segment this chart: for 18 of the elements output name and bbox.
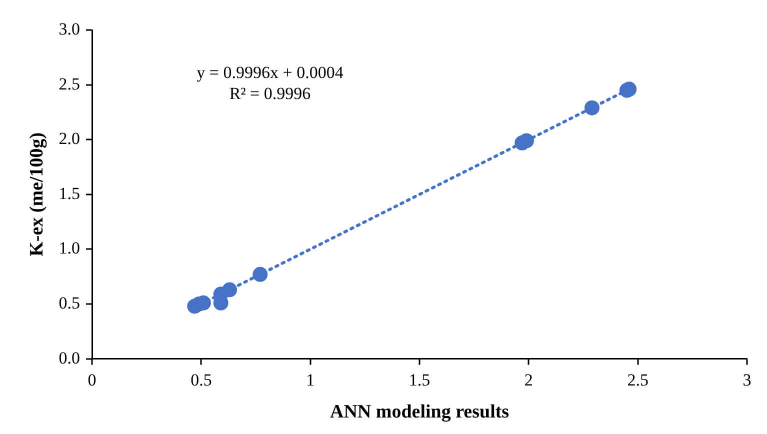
y-tick-label: 1.5 <box>58 184 80 203</box>
y-tick-label: 2.0 <box>58 129 80 148</box>
y-tick-label: 1.0 <box>58 238 80 258</box>
x-tick-label: 3 <box>742 370 752 390</box>
x-tick-label: 1.5 <box>408 370 430 390</box>
y-tick-label: 0.0 <box>58 348 80 368</box>
annotation: R² = 0.9996 <box>228 83 312 104</box>
y-tick-label: 2.5 <box>58 74 80 94</box>
x-tick-label: 2.5 <box>627 370 648 390</box>
x-tick-label: 0.5 <box>190 370 212 390</box>
y-axis-title: K-ex (me/100g) <box>26 132 48 256</box>
y-tick-label: 0.5 <box>58 293 80 312</box>
x-tick-label: 1 <box>306 370 315 390</box>
annotation: y = 0.9996x + 0.0004 <box>196 62 344 83</box>
x-tick-label: 2 <box>524 370 533 390</box>
x-tick-label: 0 <box>88 370 96 390</box>
x-axis-title: ANN modeling results <box>330 402 510 423</box>
y-tick-label: 3.0 <box>58 19 80 38</box>
